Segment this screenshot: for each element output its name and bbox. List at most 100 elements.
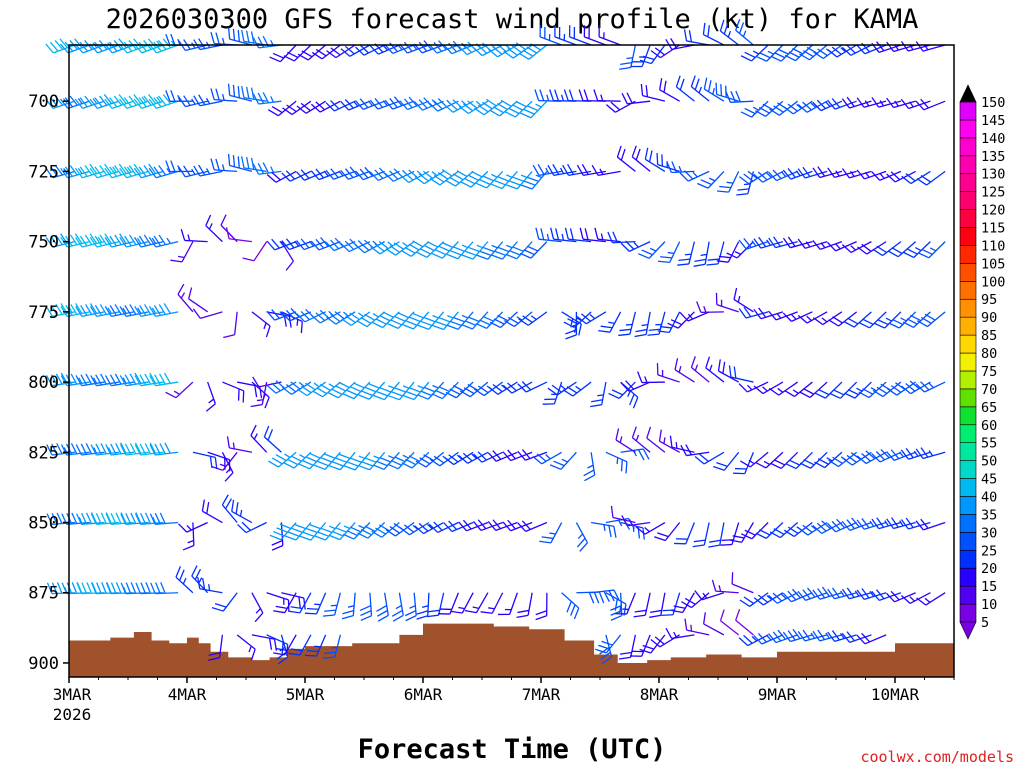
wind-barb [329,451,356,471]
wind-barb [637,371,665,384]
wind-barb [227,27,253,46]
wind-barb [590,381,607,408]
colorbar-tick-label: 15 [981,579,997,595]
colorbar-tick-label: 145 [981,113,1005,129]
colorbar-tick-label: 115 [981,221,1005,237]
wind-barb [519,100,548,119]
wind-barb [428,98,459,112]
wind-barb [915,381,946,393]
wind-barb [432,311,459,331]
wind-barb [475,311,504,329]
wind-barb [273,592,297,614]
wind-barb [593,89,621,102]
wind-barb [341,311,371,326]
wind-barb [387,451,415,470]
wind-barb [680,444,710,457]
wind-barb [665,627,695,640]
wind-barb [502,519,533,532]
wind-barb [327,381,356,399]
wind-barb [799,451,828,469]
wind-barb [417,311,445,330]
wind-barb [735,19,754,46]
wind-barb [562,164,592,176]
y-tick-label: 750 [28,233,59,253]
wind-barb [148,94,179,109]
wind-barb [252,35,282,49]
wind-barb [738,306,769,319]
wind-barb [359,592,373,622]
wind-barb [871,517,902,530]
colorbar-segment [959,549,977,569]
wind-barb [677,241,696,266]
wind-barb [871,170,902,181]
wind-barb [464,592,489,614]
colorbar-tick-label: 90 [981,310,997,326]
wind-barb [679,311,710,322]
colorbar-segment [959,209,977,228]
colorbar-tick-label: 120 [981,203,1005,219]
wind-barb [671,592,695,614]
wind-barb [629,634,651,657]
wind-barb [841,96,872,109]
wind-barb [236,634,256,661]
wind-barb [738,237,769,250]
wind-barb [719,609,740,636]
wind-barb [599,634,613,665]
wind-barb [755,44,784,62]
wind-barb [252,92,282,105]
wind-barb [844,381,872,399]
colorbar-tick-label: 70 [981,382,997,398]
wind-barb [900,592,931,604]
wind-barb [575,522,589,552]
wind-barb [605,451,628,474]
wind-barb [841,517,872,531]
wind-barb [296,381,327,397]
wind-barb [242,241,268,262]
wind-barb [241,86,267,102]
wind-barb [654,522,681,542]
wind-barb [708,522,725,548]
wind-barb [446,241,474,260]
wind-barb [694,590,725,601]
colorbar-segment [959,334,977,354]
wind-barb [598,311,622,333]
wind-barb [325,168,356,180]
wind-barb [355,239,385,254]
wind-barb [753,236,784,249]
wind-barb [576,591,605,604]
wind-barb [857,241,887,255]
wind-barb [475,170,504,189]
colorbar-segment [959,532,977,551]
wind-barb [681,592,710,609]
wind-barb [148,165,179,179]
colorbar-tick-label: 55 [981,436,997,452]
y-tick-label: 875 [28,584,59,604]
wind-barb [149,512,179,525]
wind-barb [385,241,415,256]
wind-barb [75,233,105,248]
wind-barb [517,520,548,532]
colorbar-tick-label: 40 [981,489,997,505]
wind-barb [205,214,223,243]
wind-barb [210,158,238,173]
wind-barb [266,380,297,394]
wind-barb [252,162,282,175]
wind-barb [371,311,400,329]
wind-barb [812,166,843,179]
y-tick-label: 850 [28,514,59,534]
colorbar-segment [959,245,977,264]
wind-barb [856,97,887,108]
wind-barb [208,634,224,661]
wind-barb [273,634,297,656]
wind-barb [886,449,916,462]
wind-barb [283,451,312,469]
wind-barb [416,241,445,258]
wind-barb [150,582,179,595]
wind-barb [576,164,607,176]
wind-barb [205,381,216,412]
wind-barb [568,25,592,46]
wind-barb [311,44,341,60]
wind-barb [646,426,666,453]
